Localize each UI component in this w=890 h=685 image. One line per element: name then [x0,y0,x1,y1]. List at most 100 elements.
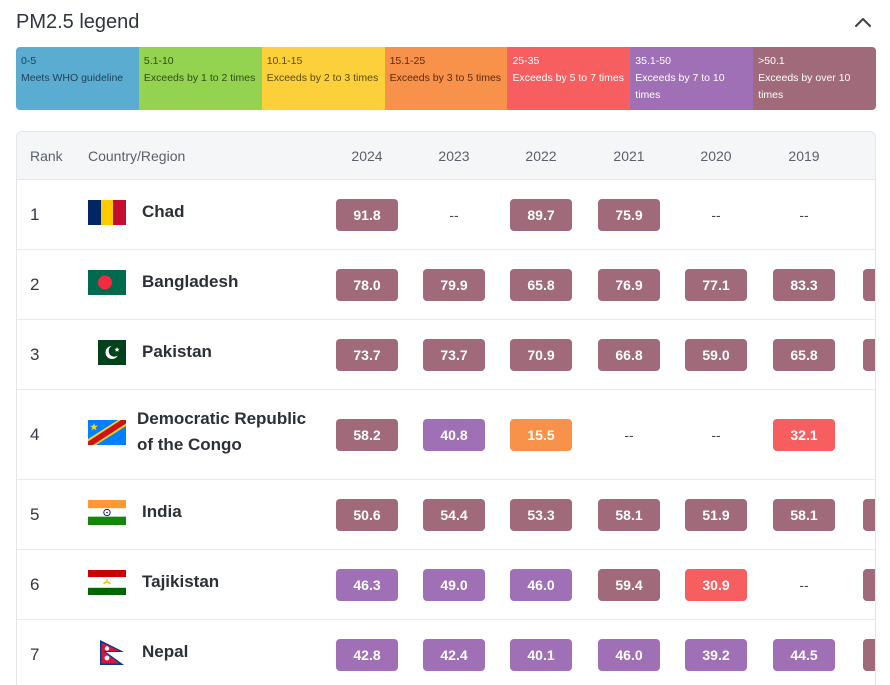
pm25-value-badge: 42.8 [336,639,398,671]
year-header-2024[interactable]: 2024 [351,148,383,164]
year-header-2020[interactable]: 2020 [700,148,732,164]
pm25-value-badge: 73.7 [423,339,485,371]
legend-segment: 0-5 Meets WHO guideline [16,47,139,110]
rank-cell: 7 [30,645,40,664]
pm25-value-badge: 73.7 [336,339,398,371]
rank-cell: 4 [30,425,40,444]
pm25-value-badge: 78.0 [336,269,398,301]
legend-title: PM2.5 legend [16,11,140,33]
nepal-flag-icon [88,640,126,665]
pm25-value-badge: 40.8 [423,419,485,451]
legend-description: Meets WHO guideline [21,72,124,84]
pm25-value-badge: 44.5 [773,639,835,671]
country-name-line: of the Congo [137,435,242,454]
tajikistan-flag-icon [88,570,126,595]
pm25-value-badge: 51.9 [685,499,747,531]
rank-cell: 6 [30,575,40,594]
no-data-cell: -- [799,207,809,223]
chevron-up-icon[interactable] [852,12,874,34]
pm25-value-badge: 59.4 [598,569,660,601]
pm25-value-badge: 54.4 [423,499,485,531]
year-header-2021[interactable]: 2021 [613,148,645,164]
table-row[interactable]: 1 Chad 91.8 -- 89.7 75.9 -- -- [17,180,875,250]
country-name[interactable]: Nepal [142,639,188,665]
legend-segment: 10.1-15 Exceeds by 2 to 3 times [261,47,385,110]
drc-flag-icon [88,420,126,445]
country-name[interactable]: India [142,499,182,525]
legend-range: 5.1-10 [143,55,174,67]
country-name[interactable]: Tajikistan [142,569,219,595]
legend-range: 35.1-50 [635,55,671,67]
pm25-value-badge: 83.3 [773,269,835,301]
overflow-value-badge [863,269,875,301]
country-name-line: Tajikistan [142,572,220,591]
bangladesh-flag-icon [88,270,126,295]
legend-description: Exceeds by 7 to 10 times [635,72,725,101]
pm25-value-badge: 70.9 [510,339,572,371]
table-row[interactable]: 5 India 50.6 54.4 53.3 58.1 51.9 58.1 [17,480,875,550]
pm25-value-badge: 58.2 [336,419,398,451]
rank-cell: 3 [30,345,40,364]
legend-description: Exceeds by 2 to 3 times [266,72,379,84]
country-name[interactable]: Bangladesh [142,269,238,295]
india-flag-icon [88,500,126,525]
legend-description: Exceeds by 3 to 5 times [389,72,502,84]
pm25-value-badge: 91.8 [336,199,398,231]
country-name[interactable]: Chad [142,199,185,225]
legend-range: 0-5 [21,55,37,67]
overflow-value-badge [863,569,875,601]
pm25-value-badge: 75.9 [598,199,660,231]
legend-range: 15.1-25 [389,55,426,67]
pm25-value-badge: 79.9 [423,269,485,301]
pm25-value-badge: 59.0 [685,339,747,371]
no-data-cell: -- [449,207,459,223]
table-row[interactable]: 6 Tajikistan 46.3 49.0 46.0 59.4 30.9 -- [17,550,875,620]
no-data-cell: -- [624,427,634,443]
no-data-cell: -- [711,427,721,443]
chad-flag-icon [88,200,126,225]
table-header: Rank Country/Region 2024 2023 2022 2021 2020… [17,132,875,180]
table-row[interactable]: 3 Pakistan 73.7 73.7 70.9 66.8 59.0 65.8 [17,320,875,390]
country-header[interactable]: Country/Region [88,148,186,164]
pm25-value-badge: 30.9 [685,569,747,601]
country-name[interactable]: Democratic Republic of the Congo [137,406,306,458]
pakistan-flag-icon [88,340,126,365]
legend-description: Exceeds by 1 to 2 times [143,72,256,84]
year-header-2019[interactable]: 2019 [788,148,820,164]
pm25-value-badge: 39.2 [685,639,747,671]
legend-description: Exceeds by 5 to 7 times [512,72,624,84]
rank-header[interactable]: Rank [30,148,63,164]
pm25-value-badge: 15.5 [510,419,572,451]
country-name-line: India [142,502,182,521]
legend-segment: 15.1-25 Exceeds by 3 to 5 times [384,47,508,110]
country-name-line: Pakistan [142,342,212,361]
pm25-value-badge: 50.6 [336,499,398,531]
overflow-value-badge [863,639,875,671]
country-name-line: Nepal [142,642,189,661]
pm25-value-badge: 76.9 [598,269,660,301]
pm25-value-badge: 66.8 [598,339,660,371]
legend-header: PM2.5 legend [16,8,876,38]
legend-description: Exceeds by over 10 times [758,72,851,101]
table-row[interactable]: 2 Bangladesh 78.0 79.9 65.8 76.9 77.1 83.3 [17,250,875,320]
country-name[interactable]: Pakistan [142,339,212,365]
pm25-value-badge: 77.1 [685,269,747,301]
pm25-value-badge: 32.1 [773,419,835,451]
table-row[interactable]: 7 Nepal 42.8 42.4 40.1 46.0 39.2 44.5 [17,620,875,685]
country-name-line: Chad [142,202,185,221]
no-data-cell: -- [711,207,721,223]
rank-cell: 1 [30,205,40,224]
rank-cell: 2 [30,275,40,294]
pm25-value-badge: 46.3 [336,569,398,601]
year-header-2022[interactable]: 2022 [525,148,557,164]
pm25-value-badge: 49.0 [423,569,485,601]
year-header-2023[interactable]: 2023 [438,148,470,164]
pm25-value-badge: 58.1 [598,499,660,531]
rank-cell: 5 [30,505,40,524]
legend-segment: 25-35 Exceeds by 5 to 7 times [507,47,631,110]
table-row[interactable]: 4 Democratic Republic of the Congo 58.2 40.8… [17,390,875,480]
legend-bar: 0-5 Meets WHO guideline 5.1-10 Exceeds by 1… [16,47,876,110]
legend-range: >50.1 [758,55,785,67]
overflow-value-badge [863,339,875,371]
ranking-table: Rank Country/Region 2024 2023 2022 2021 2020… [16,131,876,685]
